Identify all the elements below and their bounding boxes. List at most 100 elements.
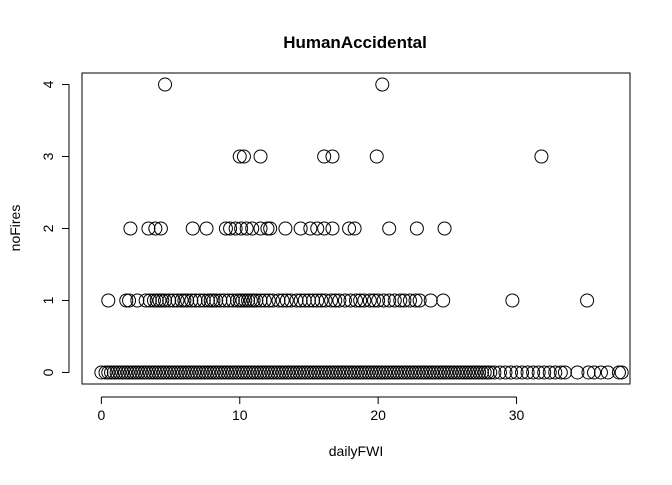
data-point — [249, 293, 264, 308]
data-point — [180, 293, 195, 308]
data-point — [509, 365, 524, 380]
data-point — [537, 365, 552, 380]
data-point — [292, 365, 307, 380]
data-point — [178, 365, 193, 380]
data-point — [458, 365, 473, 380]
data-point — [436, 293, 451, 308]
data-point — [437, 221, 452, 236]
data-point — [332, 293, 347, 308]
data-point — [387, 293, 402, 308]
data-point — [184, 293, 199, 308]
data-point — [534, 149, 549, 164]
data-point — [217, 293, 232, 308]
y-tick-label: 1 — [40, 296, 56, 304]
data-point — [152, 293, 167, 308]
data-point — [371, 293, 386, 308]
data-point — [195, 365, 210, 380]
data-point — [353, 365, 368, 380]
data-point — [289, 365, 304, 380]
data-point — [98, 365, 113, 380]
data-point — [438, 365, 453, 380]
data-point — [587, 365, 602, 380]
data-point — [317, 365, 332, 380]
data-point — [153, 221, 168, 236]
data-point — [206, 293, 221, 308]
data-point — [570, 365, 585, 380]
data-point — [253, 221, 268, 236]
data-point — [380, 365, 395, 380]
data-point — [409, 221, 424, 236]
data-point — [347, 221, 362, 236]
data-point — [270, 365, 285, 380]
data-point — [203, 365, 218, 380]
data-point — [137, 365, 152, 380]
data-point — [109, 365, 124, 380]
data-point — [391, 365, 406, 380]
data-point — [247, 365, 262, 380]
data-point — [128, 365, 143, 380]
data-point — [158, 77, 173, 92]
data-point — [477, 365, 492, 380]
data-point — [295, 365, 310, 380]
x-tick-label: 10 — [232, 407, 248, 423]
data-point — [104, 365, 119, 380]
data-point — [120, 365, 135, 380]
data-point — [386, 365, 401, 380]
data-point — [419, 365, 434, 380]
data-point — [325, 221, 340, 236]
data-point — [306, 293, 321, 308]
data-point — [480, 365, 495, 380]
data-point — [164, 365, 179, 380]
data-point — [394, 365, 409, 380]
data-point — [158, 293, 173, 308]
data-point — [218, 221, 233, 236]
data-point — [286, 365, 301, 380]
data-point — [319, 365, 334, 380]
data-point — [112, 365, 127, 380]
data-point — [441, 365, 456, 380]
data-point — [581, 365, 596, 380]
data-point — [308, 365, 323, 380]
data-point — [526, 365, 541, 380]
data-point — [362, 293, 377, 308]
data-point — [376, 293, 391, 308]
data-point — [557, 365, 572, 380]
data-point — [176, 365, 191, 380]
data-point — [553, 365, 568, 380]
data-point — [142, 365, 157, 380]
data-point — [542, 365, 557, 380]
data-point — [156, 365, 171, 380]
data-point — [278, 221, 293, 236]
data-point — [614, 365, 629, 380]
data-point — [232, 293, 247, 308]
data-point — [242, 365, 257, 380]
data-point — [474, 365, 489, 380]
data-point — [303, 221, 318, 236]
data-point — [342, 221, 357, 236]
y-tick-label: 2 — [40, 224, 56, 232]
data-point — [217, 365, 232, 380]
data-point — [200, 365, 215, 380]
data-point — [337, 293, 352, 308]
data-point — [414, 365, 429, 380]
data-point — [469, 365, 484, 380]
x-axis-label: dailyFWI — [329, 443, 383, 459]
data-point — [408, 365, 423, 380]
data-point — [503, 365, 518, 380]
data-point — [383, 365, 398, 380]
data-point — [196, 293, 211, 308]
data-point — [220, 365, 235, 380]
data-point — [232, 149, 247, 164]
data-point — [382, 221, 397, 236]
data-point — [234, 221, 249, 236]
data-point — [416, 365, 431, 380]
data-point — [369, 365, 384, 380]
data-point — [306, 365, 321, 380]
data-point — [447, 365, 462, 380]
data-point — [260, 221, 275, 236]
data-point — [498, 365, 513, 380]
y-axis-label: noFires — [7, 205, 23, 252]
data-point — [344, 365, 359, 380]
data-point — [324, 293, 339, 308]
data-point — [333, 365, 348, 380]
